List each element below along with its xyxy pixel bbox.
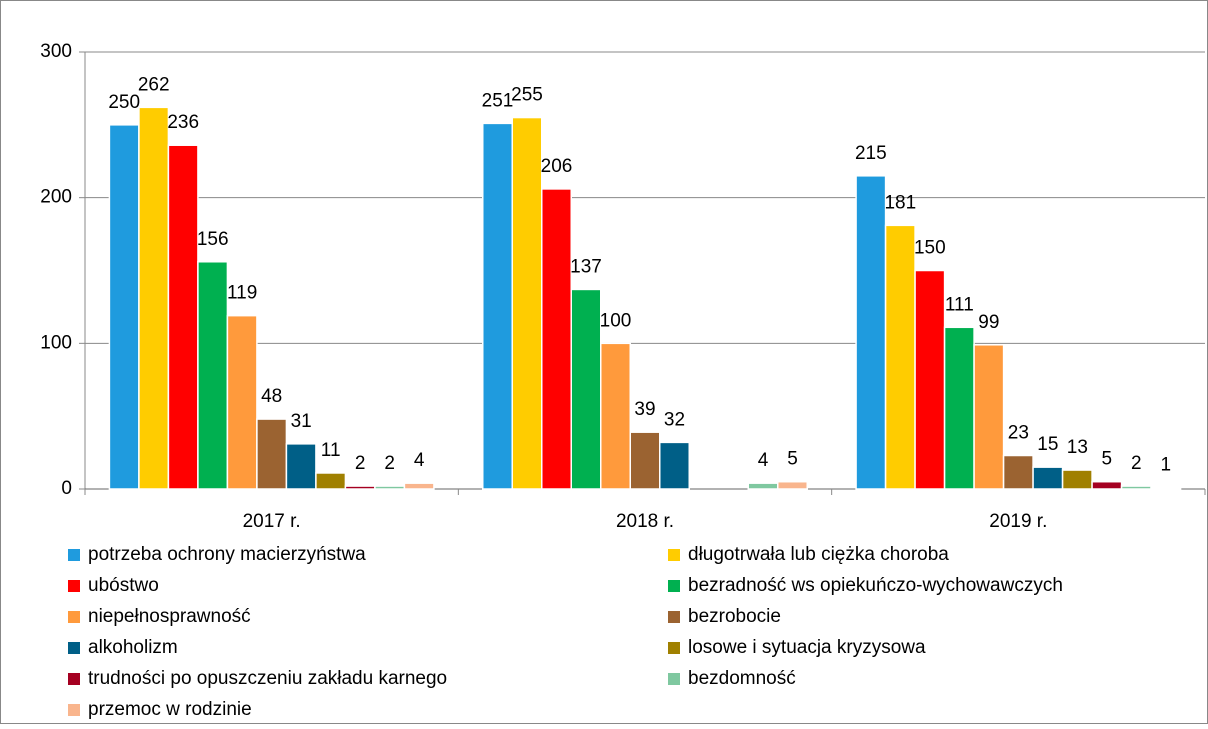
bar xyxy=(973,344,1005,490)
bar xyxy=(482,122,513,490)
data-label: 206 xyxy=(541,156,573,177)
data-label: 13 xyxy=(1067,437,1088,458)
legend-label: alkoholizm xyxy=(88,637,178,658)
x-tick-label: 2019 r. xyxy=(989,511,1047,532)
bar xyxy=(344,485,376,490)
legend-swatch xyxy=(668,642,680,654)
bar xyxy=(914,269,946,490)
data-label: 32 xyxy=(664,409,685,430)
bar xyxy=(884,224,916,490)
legend-swatch xyxy=(668,549,680,561)
bar xyxy=(541,188,572,490)
x-tick-label: 2017 r. xyxy=(243,511,301,532)
legend-label: potrzeba ochrony macierzyństwa xyxy=(88,544,366,565)
bar xyxy=(777,480,808,490)
data-label: 2 xyxy=(384,453,395,474)
bar xyxy=(226,314,258,490)
data-label: 111 xyxy=(945,294,974,315)
data-label: 4 xyxy=(414,450,425,471)
data-label: 5 xyxy=(1102,449,1113,470)
bar xyxy=(315,472,347,490)
bar xyxy=(1061,469,1093,490)
data-label: 150 xyxy=(914,238,946,259)
bar xyxy=(1150,486,1182,490)
legend-swatch xyxy=(668,611,680,623)
bar xyxy=(855,175,887,490)
data-label: 39 xyxy=(634,399,655,420)
data-label: 99 xyxy=(978,312,999,333)
data-label: 262 xyxy=(138,74,170,95)
bar xyxy=(747,482,779,490)
bar xyxy=(943,326,975,490)
data-label: 255 xyxy=(511,85,543,106)
legend-label: bezdomność xyxy=(688,668,796,689)
bar xyxy=(197,261,229,490)
legend-swatch xyxy=(68,611,80,623)
bar xyxy=(167,144,199,490)
y-tick-label: 0 xyxy=(61,478,72,499)
data-label: 5 xyxy=(787,449,798,470)
bar xyxy=(285,443,317,490)
data-label: 4 xyxy=(758,450,769,471)
data-label: 251 xyxy=(482,90,514,111)
data-label: 15 xyxy=(1037,434,1058,455)
data-label: 48 xyxy=(261,386,282,407)
bar xyxy=(511,116,543,490)
legend-label: losowe i sytuacja kryzysowa xyxy=(688,637,926,658)
bar xyxy=(138,106,170,490)
bar xyxy=(1091,480,1123,490)
bar xyxy=(1120,485,1152,490)
legend-label: długotrwała lub ciężka choroba xyxy=(688,544,949,565)
data-label: 23 xyxy=(1008,423,1029,444)
legend-swatch xyxy=(68,673,80,685)
legend-swatch xyxy=(68,704,80,716)
bar xyxy=(629,431,661,490)
legend-swatch xyxy=(68,642,80,654)
bar xyxy=(659,441,690,490)
bar xyxy=(1002,454,1034,490)
bar xyxy=(570,288,602,490)
y-tick-label: 100 xyxy=(40,332,72,353)
y-tick-label: 200 xyxy=(40,187,72,208)
data-label: 137 xyxy=(570,256,602,277)
legend-swatch xyxy=(668,580,680,592)
x-tick-label: 2018 r. xyxy=(616,511,674,532)
data-label: 215 xyxy=(855,143,887,164)
data-label: 1 xyxy=(1161,455,1172,476)
data-label: 31 xyxy=(291,411,312,432)
data-label: 2 xyxy=(1131,453,1142,474)
legend-swatch xyxy=(668,673,680,685)
legend-label: bezradność ws opiekuńczo-wychowawczych xyxy=(688,575,1063,596)
legend-label: trudności po opuszczeniu zakładu karnego xyxy=(88,668,447,689)
data-label: 119 xyxy=(227,283,257,304)
data-label: 100 xyxy=(600,310,632,331)
data-label: 11 xyxy=(321,440,341,461)
data-label: 250 xyxy=(108,92,140,113)
bar xyxy=(600,342,631,490)
y-tick-label: 300 xyxy=(40,41,72,62)
legend-swatch xyxy=(68,580,80,592)
data-label: 2 xyxy=(355,453,366,474)
data-label: 181 xyxy=(884,192,916,213)
bar xyxy=(403,482,435,490)
bar xyxy=(374,485,406,490)
data-label: 156 xyxy=(197,229,229,250)
bar xyxy=(256,418,288,490)
legend-label: przemoc w rodzinie xyxy=(88,699,252,720)
legend-label: niepełnosprawność xyxy=(88,606,251,627)
legend-swatch xyxy=(68,549,80,561)
legend-label: ubóstwo xyxy=(88,575,159,596)
legend-label: bezrobocie xyxy=(688,606,781,627)
bar xyxy=(108,124,140,490)
bar xyxy=(1032,466,1064,490)
data-label: 236 xyxy=(167,112,199,133)
